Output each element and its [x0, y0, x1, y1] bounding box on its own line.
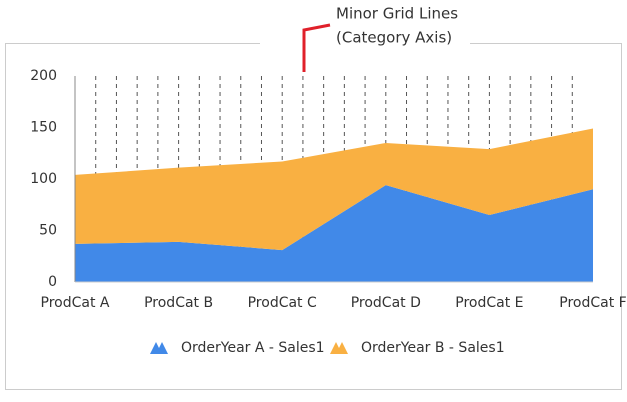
legend-label: OrderYear B - Sales1: [361, 340, 505, 356]
x-tick-label: ProdCat E: [455, 295, 523, 311]
y-tick-label: 0: [48, 274, 57, 290]
legend-icon: [330, 342, 348, 354]
annotation-pointer: [302, 23, 331, 72]
x-tick-label: ProdCat D: [351, 295, 421, 311]
y-tick-label: 200: [30, 68, 57, 84]
area: [75, 185, 593, 282]
annotation: Minor Grid Lines: [336, 5, 458, 23]
legend-label: OrderYear A - Sales1: [181, 340, 325, 356]
annotation: (Category Axis): [336, 29, 452, 47]
y-tick-label: 100: [30, 171, 57, 187]
x-tick-label: ProdCat F: [559, 295, 626, 311]
legend-icon: [150, 342, 168, 354]
annotation-bg: [260, 0, 470, 48]
area: [75, 128, 593, 251]
x-tick-label: ProdCat B: [144, 295, 213, 311]
y-tick-label: 150: [30, 120, 57, 136]
x-tick-label: ProdCat C: [248, 295, 317, 311]
y-tick-label: 50: [39, 223, 57, 239]
x-tick-label: ProdCat A: [41, 295, 110, 311]
